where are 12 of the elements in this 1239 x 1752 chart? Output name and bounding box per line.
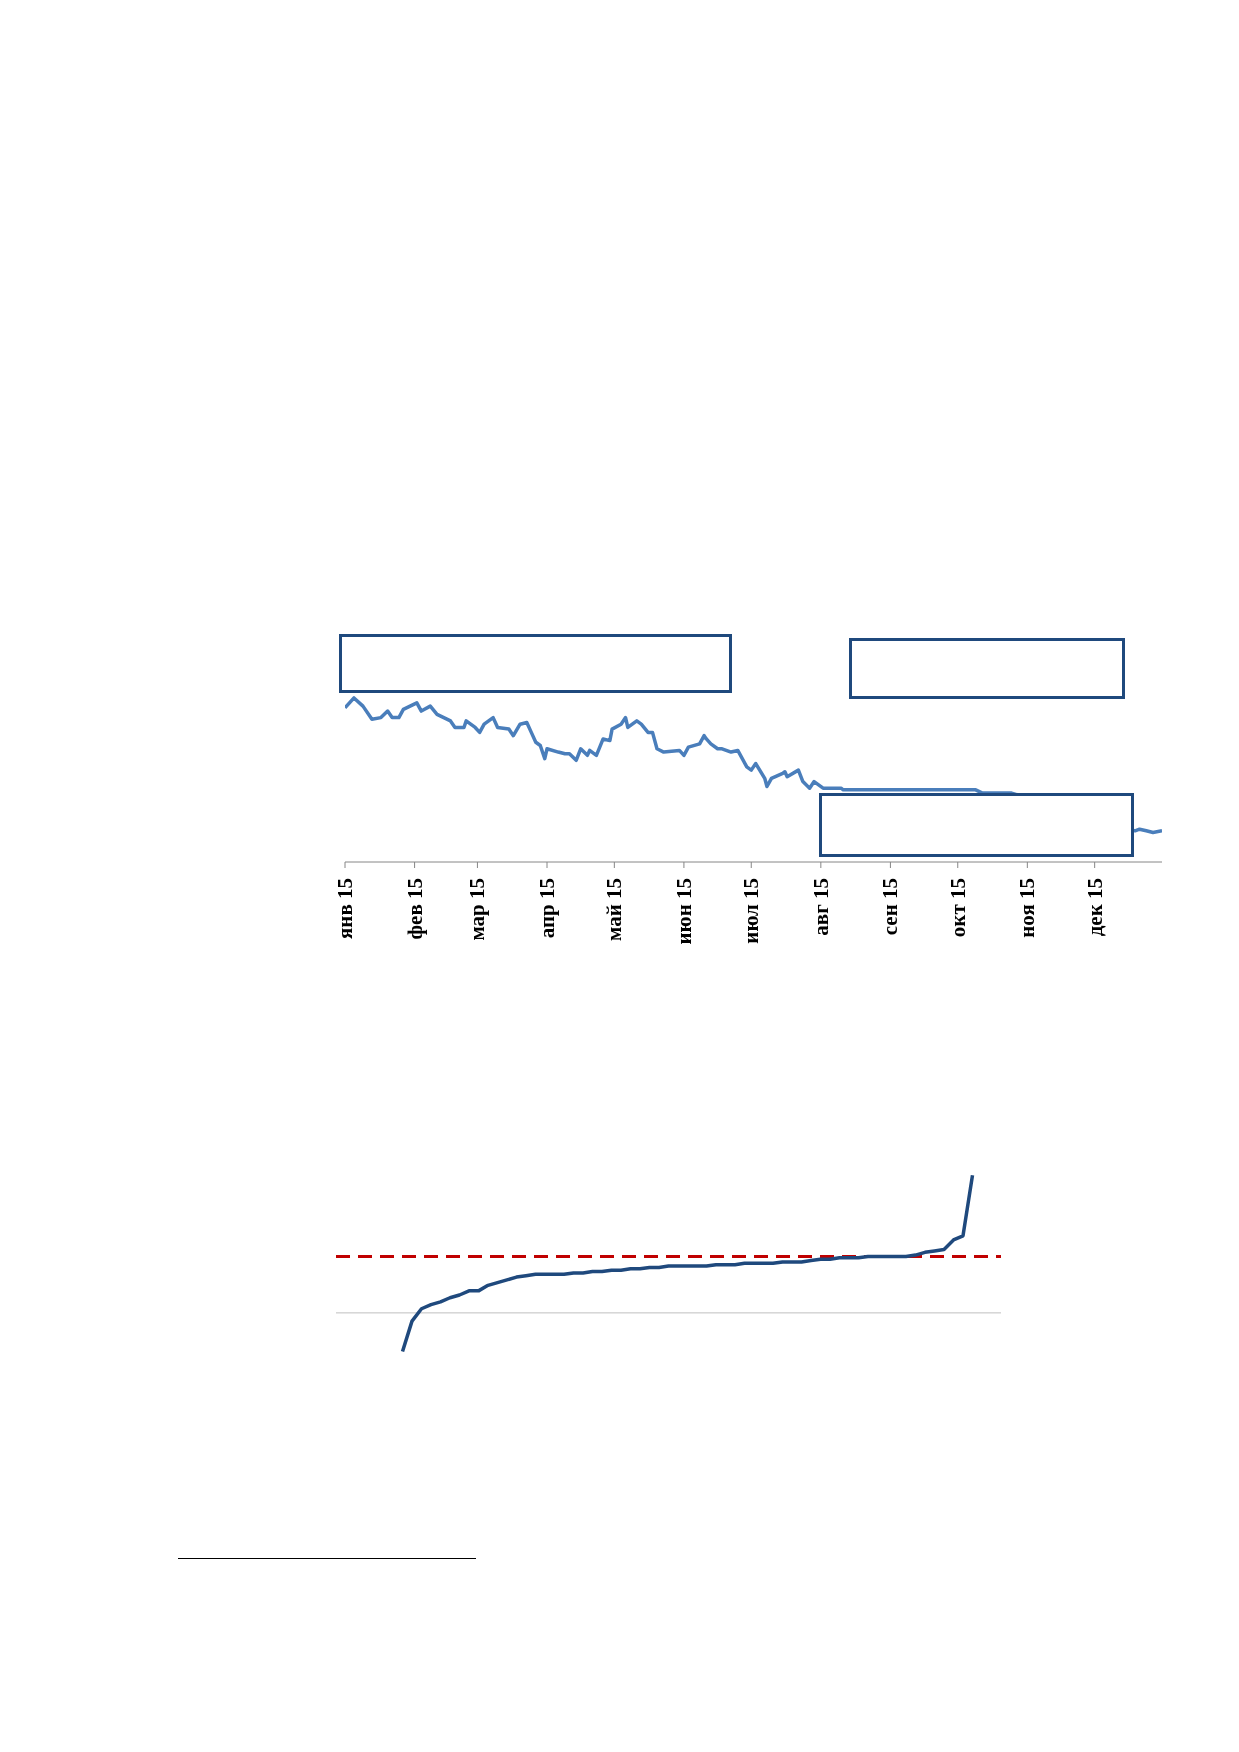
x-tick-label: янв 15 bbox=[333, 878, 357, 940]
x-tick-label: мар 15 bbox=[465, 878, 490, 941]
x-tick-label: ноя 15 bbox=[1015, 878, 1040, 938]
x-tick-label: фев 15 bbox=[402, 878, 427, 940]
x-tick-label: апр 15 bbox=[535, 878, 560, 939]
x-tick-label: окт 15 bbox=[945, 878, 970, 938]
x-tick-label: июл 15 bbox=[739, 878, 764, 944]
x-tick-label: дек 15 bbox=[1082, 878, 1107, 937]
x-tick-label: май 15 bbox=[602, 878, 627, 942]
x-tick-label: авг 15 bbox=[808, 878, 833, 936]
x-tick-label: сен 15 bbox=[878, 878, 903, 936]
x-tick-label: июн 15 bbox=[671, 878, 696, 945]
